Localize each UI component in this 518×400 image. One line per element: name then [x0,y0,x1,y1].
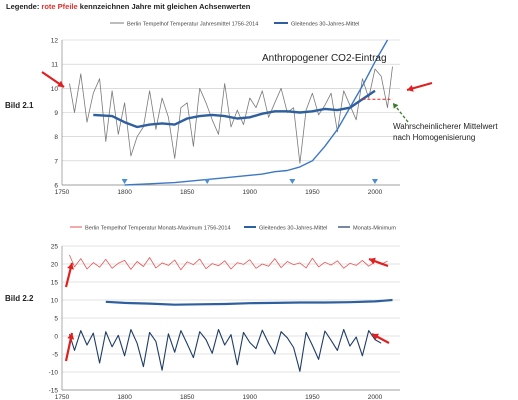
chart1-annotation-homog-1: Wahrscheinlicherer Mittelwert [393,122,498,131]
chart2-xtick-label-2: 1850 [180,394,195,400]
chart1-marker-triangle-0 [121,179,128,184]
legend-suffix: kennzeichnen Jahre mit gleichen Achsenwe… [77,2,251,11]
chart2-legend-min: Monats-Minimum [353,226,396,232]
chart1-ytick-label-3: 9 [54,110,58,117]
chart1-red-arrow-right-head [407,85,414,92]
chart1-series-co2 [124,39,389,186]
chart2-series-monthly-max [69,254,388,271]
chart2-red-arrow-max-left-head [67,263,74,270]
chart1-marker-triangle-1 [204,179,211,184]
chart2-ytick-label-0: -15 [49,388,59,395]
chart1-ytick-label-4: 10 [51,86,59,93]
chart2-ytick-label-6: 15 [51,280,59,287]
chart1-legend-annual: Berlin Tempelhof Temperatur Jahresmittel… [127,22,258,28]
chart2-legend-max: Berlin Tempelhof Temperatur Monats-Maxim… [85,226,231,232]
legend-red-text: rote Pfeile [41,2,78,11]
chart2-series-30y-mean [105,298,393,306]
chart1-marker-triangle-3 [371,179,378,184]
chart1-ytick-label-5: 11 [51,62,58,69]
chart1-xtick-label-0: 1750 [55,189,70,196]
chart1-xtick-label-2: 1850 [180,189,195,196]
chart2-xtick-label-1: 1800 [117,394,132,400]
chart1-marker-triangle-2 [289,179,296,184]
chart2-red-arrow-min-right-head [372,333,379,340]
chart2-red-arrow-max-right-head [369,257,376,265]
chart1-ytick-label-2: 8 [54,134,58,141]
chart2-ytick-label-5: 10 [51,298,59,305]
chart2-series-monthly-min [68,328,382,372]
chart1-green-arrow-head [393,103,399,109]
chart1-series-annual-mean [69,66,393,164]
legend-caption: Legende: rote Pfeile kennzeichnen Jahre … [6,2,250,11]
chart1-xtick-label-5: 2000 [368,189,383,196]
chart1-red-arrow-left-head [57,80,64,87]
chart1-ytick-label-6: 12 [51,38,59,45]
chart2-ytick-label-2: -5 [52,352,58,359]
chart2-xtick-label-3: 1900 [243,394,258,400]
chart2-xtick-label-4: 1950 [305,394,320,400]
chart1-legend-mean: Gleitendes 30-Jahres-Mittel [291,22,359,28]
chart2-ytick-label-4: 5 [54,316,58,323]
chart2-red-arrow-min-left-head [67,333,75,340]
chart2-xtick-label-5: 2000 [368,394,383,400]
chart1-xtick-label-4: 1950 [305,189,320,196]
chart1-ytick-label-1: 7 [54,158,58,165]
chart2-ytick-label-8: 25 [51,244,59,251]
chart2-ytick-label-3: 0 [54,334,58,341]
chart1-series-30y-mean [93,89,376,129]
chart2-ytick-label-7: 20 [51,262,59,269]
chart1-annotation-homog-2: nach Homogenisierung [393,133,475,142]
chart1-ytick-label-0: 6 [54,183,58,190]
bild-2-1-label: Bild 2.1 [5,101,34,110]
chart2-legend-mean: Gleitendes 30-Jahres-Mittel [259,226,327,232]
legend-prefix: Legende: [6,2,42,11]
bild-2-2-label: Bild 2.2 [5,294,34,303]
chart1-annotation-co2: Anthropogener CO2-Eintrag [262,53,387,64]
chart2-xtick-label-0: 1750 [55,394,70,400]
chart2-ytick-label-1: -10 [49,370,59,377]
chart1-xtick-label-1: 1800 [117,189,132,196]
chart1-xtick-label-3: 1900 [243,189,258,196]
